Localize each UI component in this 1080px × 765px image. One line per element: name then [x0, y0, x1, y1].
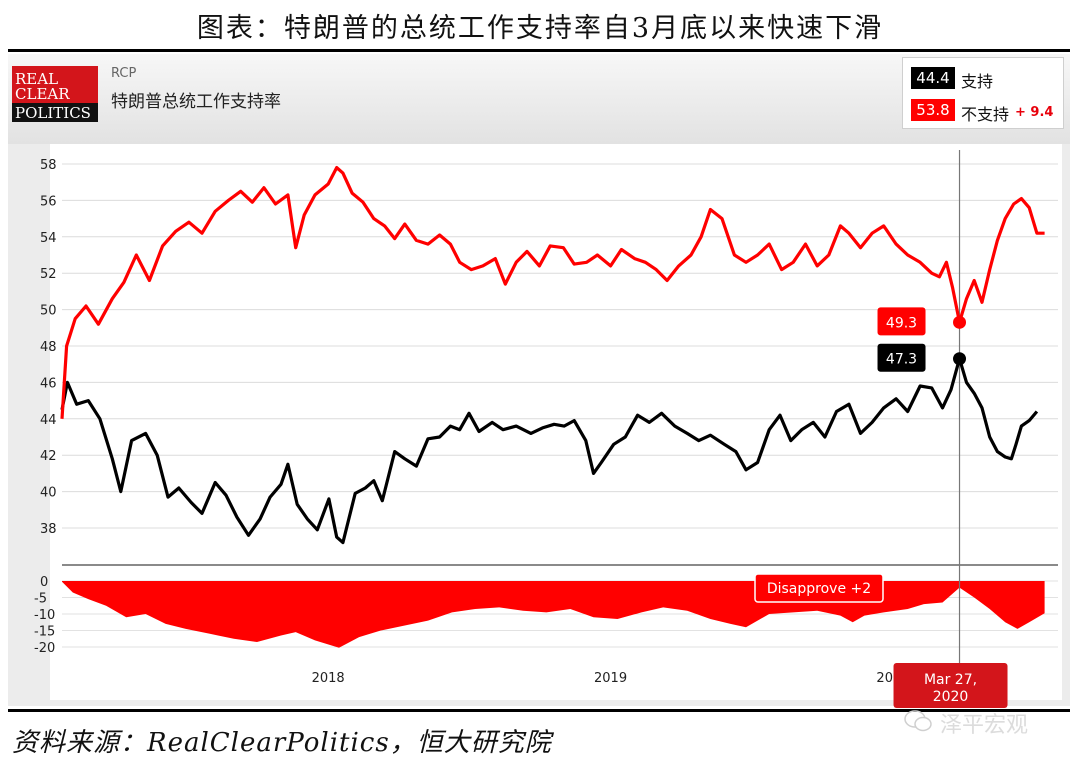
y-tick-label-54: 54: [40, 231, 57, 246]
lower-tick-label-0: 0: [40, 575, 48, 590]
legend-spread: + 9.4: [1015, 105, 1054, 120]
crosshair-date-line1: Mar 27,: [924, 672, 977, 688]
chart-subtitle: 特朗普总统工作支持率: [111, 92, 281, 112]
y-tick-label-44: 44: [40, 413, 57, 428]
page-title: 图表：特朗普的总统工作支持率自3月底以来快速下滑: [196, 13, 884, 44]
bottom-rule: [8, 709, 1070, 712]
source-note: 资料来源：RealClearPolitics，恒大研究院: [12, 728, 552, 758]
approve-callout-label: 47.3: [886, 352, 917, 368]
legend: 44.4 支持 53.8 不支持 + 9.4: [902, 57, 1064, 129]
y-tick-label-48: 48: [40, 340, 57, 355]
chart-header: REAL CLEAR POLITICS RCP 特朗普总统工作支持率 44.4 …: [8, 54, 1070, 144]
disapprove-line: [60, 166, 1045, 419]
logo-line-2: CLEAR: [15, 85, 70, 103]
lower-tick-label--5: -5: [34, 592, 47, 607]
lower-tick-label--10: -10: [34, 608, 55, 623]
disapprove-callout-label: 49.3: [886, 315, 917, 331]
y-tick-label-38: 38: [40, 522, 57, 537]
approve-callout-box: [877, 343, 926, 372]
spread-callout-box: [754, 573, 884, 603]
disapprove-marker: [953, 315, 967, 329]
y-tick-label-40: 40: [40, 486, 57, 501]
legend-approve-label: 支持: [961, 72, 994, 91]
legend-disapprove-value: 53.8: [911, 99, 955, 121]
y-tick-label-50: 50: [40, 304, 57, 319]
lower-tick-label--15: -15: [34, 625, 55, 640]
logo-line-3: POLITICS: [15, 104, 91, 122]
legend-approve-value: 44.4: [911, 67, 955, 89]
disapprove-callout-box: [877, 307, 926, 336]
spread-callout-label: Disapprove +2: [767, 581, 871, 597]
lower-tick-label--20: -20: [34, 641, 55, 656]
approve-line: [60, 357, 1039, 545]
watermark: 泽平宏观: [940, 713, 1029, 738]
x-tick-label-2019: 2019: [594, 671, 627, 686]
logo-line-1: REAL: [15, 70, 59, 88]
y-tick-label-56: 56: [40, 194, 57, 209]
logo-black-band: [12, 103, 98, 122]
rcp-label: RCP: [111, 66, 137, 81]
y-tick-label-52: 52: [40, 267, 57, 282]
crosshair-date-line2: 2020: [933, 689, 969, 705]
x-tick-label-2018: 2018: [312, 671, 345, 686]
y-tick-label-42: 42: [40, 449, 57, 464]
legend-disapprove-label: 不支持: [961, 105, 1010, 124]
y-tick-label-46: 46: [40, 376, 57, 391]
rcp-logo: REAL CLEAR POLITICS: [12, 66, 98, 122]
approve-marker: [953, 352, 967, 366]
top-rule: [8, 49, 1070, 52]
crosshair-date-box: [893, 663, 1008, 708]
y-tick-label-58: 58: [40, 158, 57, 173]
wechat-icon: [904, 710, 932, 732]
